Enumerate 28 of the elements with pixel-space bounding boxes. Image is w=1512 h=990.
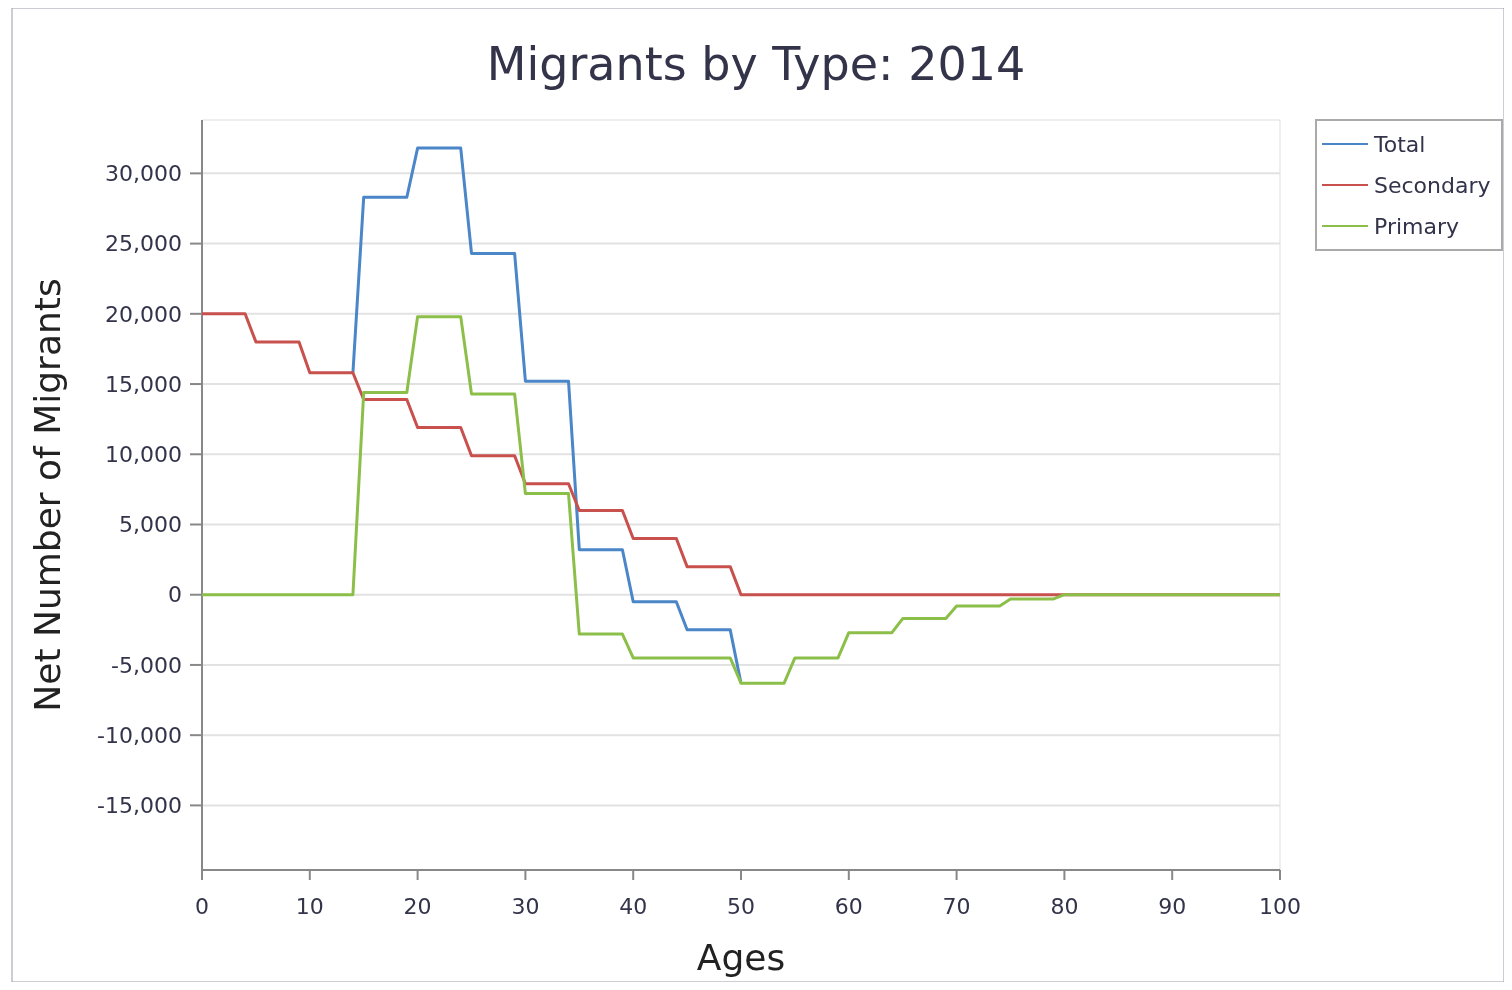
x-tick-label: 0 xyxy=(195,894,209,919)
y-tick-label: -15,000 xyxy=(97,793,182,819)
chart-title: Migrants by Type: 2014 xyxy=(486,37,1026,91)
y-tick-label: 25,000 xyxy=(105,231,182,257)
y-tick-label: 15,000 xyxy=(105,371,182,397)
x-tick-label: 10 xyxy=(295,894,324,919)
y-tick-label: 0 xyxy=(168,582,182,608)
legend-label: Secondary xyxy=(1374,172,1491,198)
y-axis-title: Net Number of Migrants xyxy=(27,278,68,712)
line-series xyxy=(200,315,1282,685)
y-tick-label: -10,000 xyxy=(97,722,182,748)
x-tick-label: 90 xyxy=(1158,894,1187,919)
x-tick-label: 100 xyxy=(1259,894,1301,919)
x-tick-label: 60 xyxy=(834,894,863,919)
y-tick-label: 30,000 xyxy=(105,161,182,187)
x-tick-label: 80 xyxy=(1050,894,1079,919)
x-tick-label: 20 xyxy=(403,894,432,919)
y-tick-label: -5,000 xyxy=(111,652,182,678)
y-tick-label: 10,000 xyxy=(105,441,182,467)
x-tick-label: 70 xyxy=(942,894,971,919)
y-tick-label: 20,000 xyxy=(105,301,182,327)
legend-label: Total xyxy=(1373,131,1426,157)
x-tick-label: 40 xyxy=(619,894,648,919)
x-tick-label: 50 xyxy=(727,894,755,919)
x-axis-title: Ages xyxy=(696,937,786,978)
x-tick-label: 30 xyxy=(511,894,540,919)
y-tick-label: 5,000 xyxy=(119,512,182,538)
legend-label: Primary xyxy=(1374,213,1460,239)
